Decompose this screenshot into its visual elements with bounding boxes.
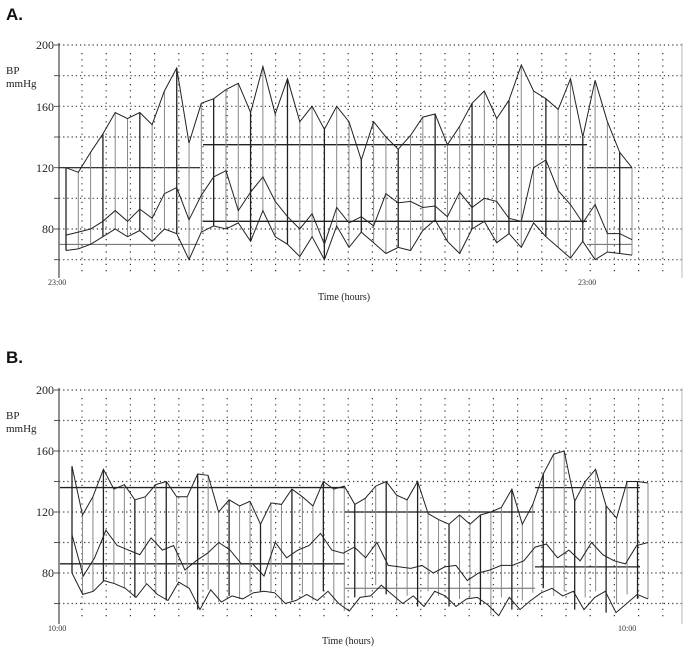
panel-b-ylabel: BP mmHg bbox=[6, 410, 37, 436]
panel-b-ylabel-line2: mmHg bbox=[6, 423, 37, 435]
panel-b-plot bbox=[54, 388, 683, 624]
panel-a-ytick-200: 200 bbox=[36, 38, 54, 52]
panel-a-plot bbox=[54, 43, 683, 278]
panel-a-ytick-120: 120 bbox=[36, 161, 54, 175]
panel-a-xtick-start: 23:00 bbox=[48, 278, 67, 287]
systolic-trace bbox=[71, 450, 649, 526]
systolic-trace bbox=[65, 63, 633, 173]
panel-a-ylabel-line1: BP bbox=[6, 65, 20, 77]
diastolic-trace bbox=[65, 209, 633, 261]
panel-b-xlabel: Time (hours) bbox=[322, 636, 375, 647]
panel-b-xtick-start: 10:00 bbox=[48, 624, 67, 633]
panel-b-ytick-80: 80 bbox=[42, 566, 54, 580]
panel-b-label: B. bbox=[6, 348, 23, 367]
mean-trace bbox=[65, 159, 633, 246]
panel-b-ylabel-line1: BP bbox=[6, 410, 20, 422]
mean-trace bbox=[71, 529, 649, 582]
panel-b-ytick-200: 200 bbox=[36, 383, 54, 397]
panel-b-ytick-160: 160 bbox=[36, 444, 54, 458]
panel-a-xlabel: Time (hours) bbox=[318, 292, 371, 303]
panel-a-xtick-end: 23:00 bbox=[578, 278, 597, 287]
panel-a-label: A. bbox=[6, 5, 23, 24]
panel-b-ytick-120: 120 bbox=[36, 505, 54, 519]
panel-b-xtick-end: 10:00 bbox=[618, 624, 637, 633]
panel-a-ytick-80: 80 bbox=[42, 222, 54, 236]
panel-a-ylabel-line2: mmHg bbox=[6, 78, 37, 90]
panel-a-ytick-160: 160 bbox=[36, 100, 54, 114]
diastolic-trace bbox=[71, 572, 649, 617]
panel-a-ylabel: BP mmHg bbox=[6, 65, 37, 91]
